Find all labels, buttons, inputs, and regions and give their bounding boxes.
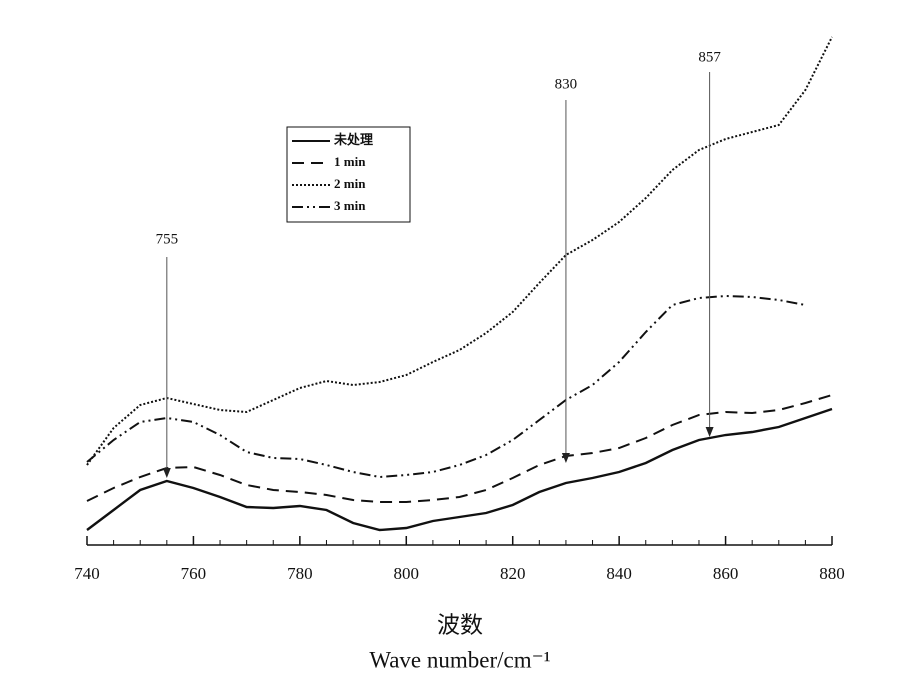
annotation-arrowhead [162, 468, 171, 478]
annotation-arrowhead [561, 453, 570, 463]
legend-label: 3 min [334, 198, 366, 213]
x-tick-label: 860 [713, 564, 739, 583]
annotation-label: 857 [698, 49, 721, 65]
legend-label: 未处理 [333, 132, 373, 147]
x-tick-label: 820 [500, 564, 526, 583]
x-tick-label: 780 [287, 564, 313, 583]
x-tick-label: 880 [819, 564, 845, 583]
annotation-arrowhead [705, 427, 714, 437]
annotation-label: 755 [156, 231, 179, 247]
x-tick-label: 740 [74, 564, 100, 583]
x-axis-label: 波数 [437, 612, 483, 637]
series-line [86, 36, 833, 466]
legend-label: 1 min [334, 154, 366, 169]
x-tick-label: 840 [606, 564, 632, 583]
series-line [86, 394, 833, 503]
annotation-label: 830 [555, 76, 578, 92]
legend-label: 2 min [334, 176, 366, 191]
series-line [86, 294, 806, 479]
x-tick-label: 800 [394, 564, 420, 583]
series-line [86, 407, 833, 532]
x-tick-label: 760 [181, 564, 207, 583]
x-axis-label: Wave number/cm⁻¹ [369, 647, 550, 672]
